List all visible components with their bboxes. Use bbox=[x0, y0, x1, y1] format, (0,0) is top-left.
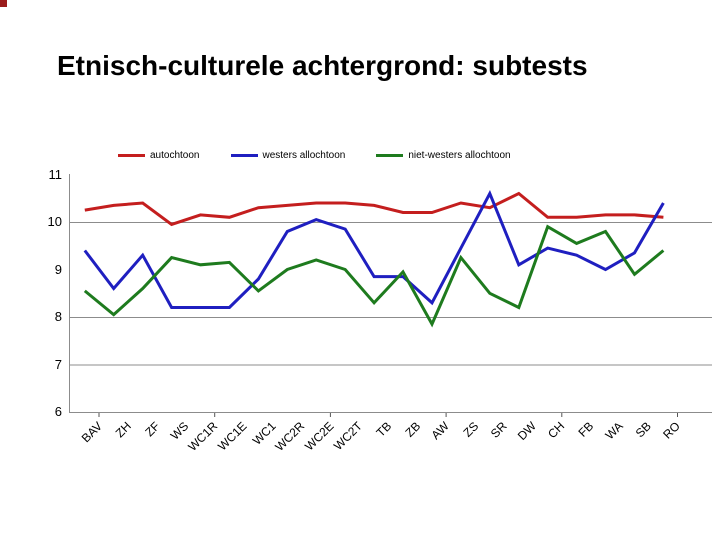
y-axis-label-11: 11 bbox=[48, 166, 63, 182]
y-axis-label-7: 7 bbox=[54, 356, 62, 372]
y-axis-label-10: 10 bbox=[47, 214, 62, 229]
series-line-westers-allochtoon bbox=[83, 189, 665, 309]
chart-plot-area bbox=[69, 174, 712, 417]
chart-legend: autochtoon westers allochtoon niet-westers… bbox=[118, 150, 511, 161]
legend-line-swatch bbox=[376, 154, 404, 157]
series-line-autochtoon bbox=[84, 191, 664, 227]
legend-line-swatch bbox=[118, 154, 145, 157]
series-line-niet-westers-allochtoon bbox=[83, 224, 665, 328]
page-title: Etnisch-culturele achtergrond: subtests bbox=[57, 50, 588, 81]
y-axis-label-6: 6 bbox=[54, 404, 62, 419]
legend-label: niet-westers allochtoon bbox=[408, 150, 511, 161]
line-chart: autochtoon westers allochtoon niet-westers… bbox=[47, 150, 712, 454]
legend-label: autochtoon bbox=[150, 150, 200, 161]
legend-item-autochtoon: autochtoon bbox=[118, 150, 200, 161]
legend-line-swatch bbox=[230, 154, 258, 157]
y-axis-label-9: 9 bbox=[54, 261, 62, 277]
legend-item-niet-westers-allochtoon: niet-westers allochtoon bbox=[376, 150, 511, 161]
legend-item-westers-allochtoon: westers allochtoon bbox=[230, 150, 346, 161]
legend-label: westers allochtoon bbox=[262, 150, 346, 161]
slide-corner-mark bbox=[0, 0, 7, 7]
y-axis-label-8: 8 bbox=[54, 309, 62, 324]
